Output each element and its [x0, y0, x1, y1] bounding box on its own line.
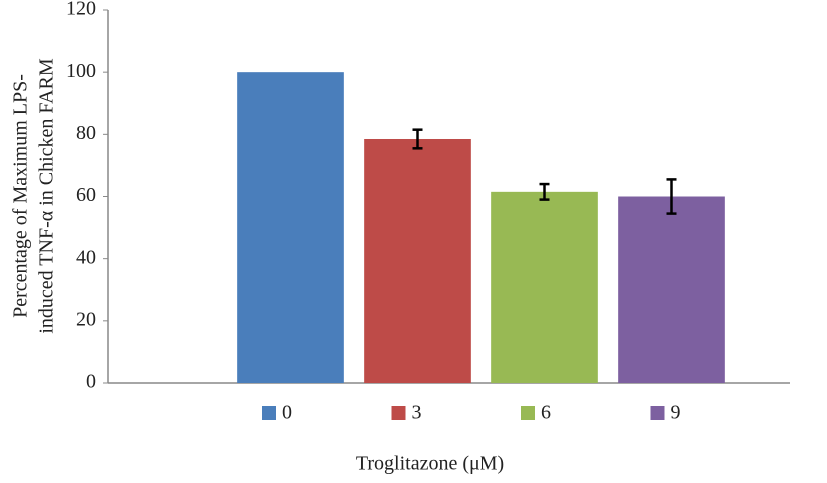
bar	[491, 191, 598, 383]
legend-label: 6	[541, 402, 551, 424]
bar	[237, 72, 344, 384]
error-bar	[412, 128, 423, 150]
y-tick-label: 20	[76, 308, 96, 330]
y-tick-label: 100	[66, 60, 96, 82]
legend-swatch	[262, 406, 276, 420]
y-tick-label: 120	[66, 0, 96, 20]
y-axis-label: induced TNF-α in Chicken FARM	[36, 58, 58, 334]
y-axis-label: Percentage of Maximum LPS-	[10, 74, 32, 318]
bar	[618, 196, 725, 383]
y-tick-label: 60	[76, 184, 96, 206]
y-tick-label: 40	[76, 246, 96, 268]
legend-swatch	[521, 406, 535, 420]
legend-swatch	[650, 406, 665, 420]
y-tick-label: 80	[76, 122, 96, 144]
legend-swatch	[391, 406, 406, 420]
bar	[364, 138, 471, 383]
y-tick-label: 0	[86, 371, 96, 393]
legend-label: 9	[671, 402, 681, 424]
x-axis-label: Troglitazone (μM)	[356, 453, 504, 475]
error-bar	[539, 182, 550, 201]
error-bar	[666, 178, 677, 215]
legend-label: 3	[412, 402, 422, 424]
legend-label: 0	[282, 402, 292, 424]
